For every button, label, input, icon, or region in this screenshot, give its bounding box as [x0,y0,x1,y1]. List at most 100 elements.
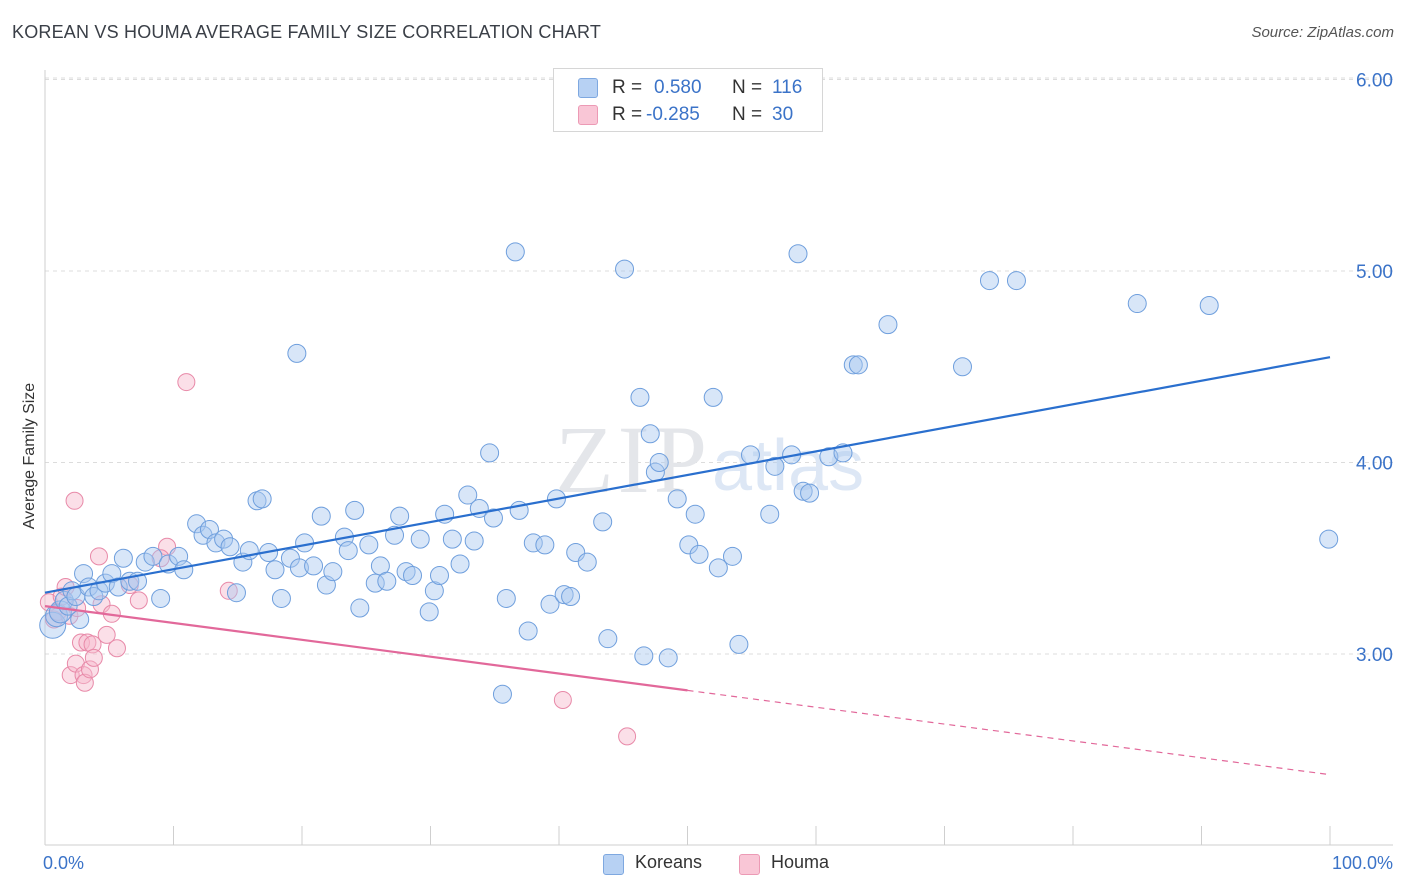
korean-point-45 [323,562,343,582]
houma-point-21 [107,639,126,658]
korean-point-87 [634,646,654,666]
korean-point-117 [1319,529,1339,549]
tick-labels: 3.00 4.00 5.00 6.00 0.0% 100.0% [43,71,1393,874]
korean-point-94 [685,504,705,524]
korean-point-43 [311,506,331,526]
korean-point-74 [518,621,538,641]
korean-point-86 [630,387,650,407]
korean-point-50 [359,535,379,555]
houma-point-25 [177,373,196,392]
korean-point-97 [708,558,728,578]
korean-point-19 [143,546,163,566]
korean-point-110 [848,355,868,375]
x-tick-label-1: 100.0% [1332,853,1393,873]
korean-point-93 [679,535,699,555]
korean-trend-line [44,356,1331,594]
korean-point-77 [540,594,560,614]
korean-point-15 [113,548,133,568]
koreans-legend-swatch [603,854,624,875]
korean-point-47 [338,541,358,561]
correlation-legend: R = 0.580 N = 116 R = -0.285 N = 30 [553,68,823,132]
y-tick-label-2: 5.00 [1356,262,1393,283]
korean-point-111 [878,315,898,335]
korean-point-54 [385,525,405,545]
korean-point-98 [722,546,742,566]
watermark-zip: ZIP [555,406,711,513]
houma-point-28 [618,727,637,746]
korean-point-92 [667,489,687,509]
korean-point-39 [287,343,307,363]
korean-point-72 [505,242,525,262]
houma-n-value: 30 [772,104,794,125]
korean-point-18 [135,552,155,572]
korean-point-7 [70,610,90,630]
korean-point-30 [226,583,246,603]
houma-legend-swatch [739,854,760,875]
houma-trend-extension [687,689,1331,776]
korean-point-58 [410,529,430,549]
korean-point-96 [703,387,723,407]
y-tick-label-3: 6.00 [1356,71,1393,92]
korean-point-104 [788,244,808,264]
koreans-n-value: 116 [772,77,803,98]
korean-point-23 [174,560,194,580]
koreans-legend-label: Koreans [635,852,703,872]
houma-r-label: R = [612,104,643,125]
korean-point-76 [535,535,555,555]
houma-point-6 [61,666,80,685]
y-tick-label-0: 3.00 [1356,645,1393,666]
korean-point-107 [819,447,839,467]
korean-point-116 [1199,295,1219,315]
korean-point-85 [615,259,635,279]
korean-point-82 [577,552,597,572]
houma-n-label: N = [732,104,763,125]
korean-point-61 [429,565,449,585]
korean-point-114 [1006,271,1026,291]
korean-point-55 [390,506,410,526]
series-legend: Koreans Houma [0,852,1406,876]
korean-point-20 [151,588,171,608]
houma-point-12 [75,673,94,692]
korean-point-51 [365,573,385,593]
korean-series [39,242,1339,704]
houma-point-15 [83,635,102,654]
houma-r-value: -0.285 [646,104,700,125]
korean-point-42 [304,556,324,576]
koreans-r-value: 0.580 [654,77,702,98]
korean-point-57 [403,565,423,585]
korean-point-60 [424,581,444,601]
korean-point-29 [220,537,240,557]
houma-point-16 [84,648,103,667]
korean-point-88 [640,424,660,444]
korean-point-14 [108,577,128,597]
korean-point-48 [345,500,365,520]
korean-point-75 [523,533,543,553]
korean-point-84 [598,629,618,649]
korean-point-64 [450,554,470,574]
korean-point-95 [689,544,709,564]
korean-point-99 [729,634,749,654]
houma-swatch [578,105,598,125]
korean-point-70 [492,684,512,704]
korean-point-10 [84,587,104,607]
houma-point-27 [553,690,572,709]
houma-point-14 [80,660,99,679]
houma-point-23 [129,591,148,610]
korean-point-49 [350,598,370,618]
korean-point-101 [760,504,780,524]
korean-point-83 [593,512,613,532]
korean-point-106 [800,483,820,503]
korean-point-36 [265,560,285,580]
korean-point-79 [554,585,574,605]
korean-point-109 [843,355,863,375]
houma-point-26 [219,581,238,600]
koreans-r-label: R = [612,77,643,98]
axes [44,70,1393,846]
korean-point-90 [649,453,669,472]
koreans-swatch [578,78,598,98]
houma-legend-label: Houma [771,852,830,872]
chart-title: KOREAN VS HOUMA AVERAGE FAMILY SIZE CORR… [12,22,602,42]
korean-point-105 [793,481,813,501]
korean-point-34 [252,489,272,509]
